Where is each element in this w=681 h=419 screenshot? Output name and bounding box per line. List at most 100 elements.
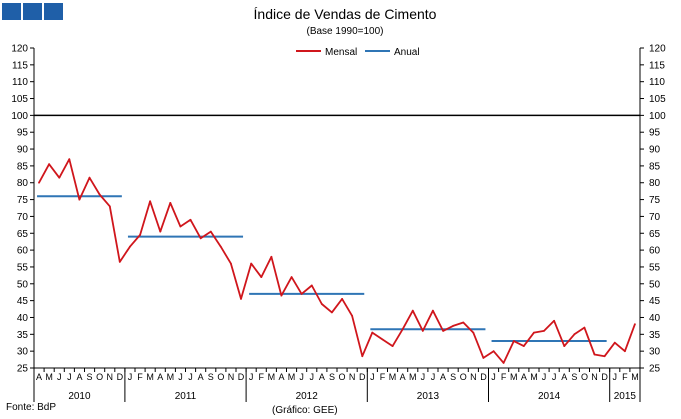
mensal-point [179,225,182,228]
mensal-point [432,309,434,312]
mensal-point [189,218,192,221]
y-tick-label-left: 25 [17,364,29,375]
mensal-point [583,326,586,329]
legend-anual-label: Anual [394,47,420,58]
x-month-label: M [288,372,296,382]
x-month-label: S [208,372,214,382]
y-tick-label-left: 85 [17,161,29,172]
mensal-point [462,321,465,324]
y-tick-label-right: 95 [649,128,661,139]
x-month-label: J [178,372,183,382]
x-month-label: N [228,372,235,382]
x-month-label: O [339,372,346,382]
y-tick-label-left: 65 [17,229,29,240]
mensal-point [280,294,283,297]
x-year-label: 2011 [175,391,197,402]
y-tick-label-left: 35 [17,330,29,341]
x-month-label: D [601,372,608,382]
mensal-point [391,345,394,347]
mensal-point [452,325,454,327]
x-month-label: J [491,372,496,382]
mensal-point [88,176,91,179]
y-tick-label-left: 70 [17,212,29,223]
chart-title: Índice de Vendas de Cimento [254,6,437,22]
x-month-label: M [146,372,154,382]
x-month-label: A [440,372,446,382]
mensal-line [38,158,636,364]
x-month-label: J [128,372,133,382]
x-month-label: F [137,372,143,382]
mensal-point [502,362,505,364]
y-tick-label-left: 115 [12,60,28,71]
x-year-label: 2012 [296,391,319,402]
chart-subtitle: (Base 1990=100) [306,26,383,37]
header-block-3 [44,3,63,20]
mensal-point [472,331,475,334]
x-month-label: J [552,372,557,382]
y-tick-label-right: 45 [649,296,661,307]
x-month-label: A [521,372,527,382]
mensal-point [310,284,313,287]
mensal-point [341,298,343,300]
y-tick-label-right: 65 [649,229,661,240]
mensal-point [553,319,555,322]
x-month-label: J [67,372,72,382]
mensal-point [331,311,333,314]
mensal-point [118,261,121,263]
x-month-label: J [370,372,375,382]
x-year-label: 2010 [68,391,91,402]
x-year-label: 2014 [538,391,561,402]
y-tick-label-left: 60 [17,246,29,257]
x-month-label: S [571,372,577,382]
mensal-point [381,338,384,341]
mensal-point [320,303,323,305]
y-tick-label-left: 50 [17,279,29,290]
x-month-label: F [622,372,628,382]
mensal-point [624,350,626,353]
x-month-label: M [45,372,53,382]
chart-credit: (Gráfico: GEE) [272,405,338,416]
mensal-point [613,341,616,344]
x-month-label: D [480,372,487,382]
mensal-point [290,276,293,278]
y-tick-label-right: 115 [649,60,665,71]
mensal-point [300,293,303,295]
y-tick-label-right: 80 [649,178,661,189]
y-tick-label-right: 55 [649,262,661,273]
y-tick-label-right: 70 [649,212,661,223]
x-month-label: A [561,372,567,382]
y-tick-label-left: 40 [17,313,29,324]
x-month-label: N [470,372,477,382]
x-month-label: D [117,372,124,382]
x-month-label: J [310,372,315,382]
y-tick-label-left: 120 [11,44,28,55]
x-month-label: M [409,372,417,382]
mensal-point [401,328,404,331]
x-month-label: S [87,372,93,382]
y-tick-label-right: 110 [649,77,665,88]
x-month-label: M [631,372,639,382]
mensal-point [533,331,535,334]
mensal-point [603,355,606,358]
x-month-label: A [278,372,284,382]
mensal-point [593,353,596,356]
x-month-label: O [581,372,588,382]
mensal-point [98,193,101,196]
x-month-label: O [96,372,103,382]
x-month-label: J [421,372,426,382]
header-block-2 [23,3,42,20]
mensal-point [543,330,545,332]
x-month-label: O [217,372,224,382]
mensal-point [512,340,515,342]
x-month-label: A [157,372,163,382]
mensal-point [108,205,111,208]
mensal-point [139,234,142,236]
mensal-point [411,309,414,312]
source-note: Fonte: BdP [6,402,56,413]
x-month-label: N [591,372,598,382]
mensal-point [209,230,212,233]
x-month-label: M [389,372,397,382]
y-tick-label-left: 75 [17,195,29,206]
x-year-label: 2015 [614,391,637,402]
